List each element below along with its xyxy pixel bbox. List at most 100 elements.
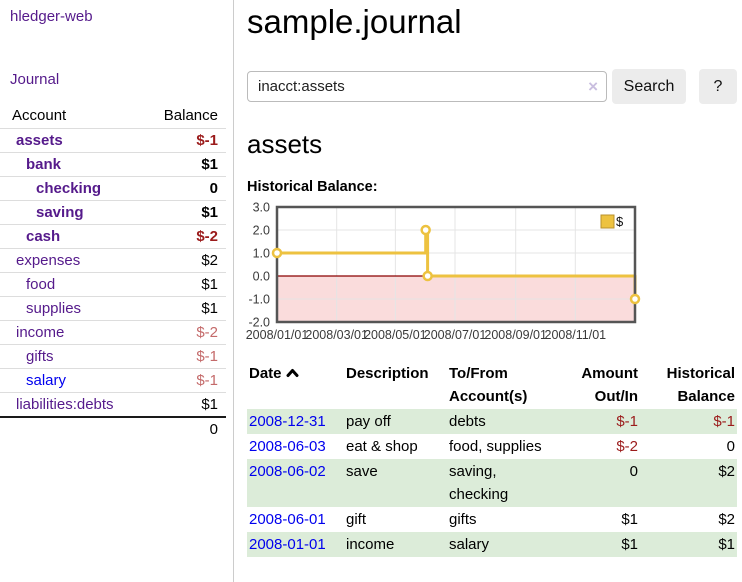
account-link-bank[interactable]: bank [26,156,62,173]
column-header-description: Description [346,365,429,382]
sort-by-date-link[interactable]: Date [249,365,299,382]
account-balance: $-2 [196,228,218,245]
accounts-table: Account Balance assets $-1 bank $1 check… [0,104,226,440]
account-row-bank: bank $1 [0,152,226,176]
account-link-food[interactable]: food [26,276,56,293]
svg-text:2008/05/01: 2008/05/01 [364,328,427,342]
sidebar: hledger-web Journal Account Balance asse… [0,0,234,582]
transaction-row: 2008-06-02 save saving, checking 0 $2 [247,459,737,507]
account-link-saving[interactable]: saving [36,204,84,221]
transaction-description: income [346,536,395,553]
account-row-expenses: expenses $2 [0,248,226,272]
transaction-amount: $1 [621,536,638,553]
transaction-balance: $-1 [713,413,735,430]
transaction-row: 2008-01-01 income salary $1 $1 [247,532,737,557]
page-title: sample.journal [247,3,462,40]
account-link-expenses[interactable]: expenses [16,252,81,269]
account-balance: $1 [201,156,218,173]
svg-text:2008/07/01: 2008/07/01 [424,328,487,342]
transaction-accounts: debts [449,413,486,430]
account-row-cash: cash $-2 [0,224,226,248]
svg-text:2008/03/01: 2008/03/01 [305,328,368,342]
clear-search-icon[interactable]: × [588,77,598,96]
account-link-checking[interactable]: checking [36,180,102,197]
transaction-row: 2008-06-01 gift gifts $1 $2 [247,507,737,532]
balance-column-header: Balance [163,107,218,124]
svg-text:0.0: 0.0 [253,270,270,284]
svg-text:2008/09/01: 2008/09/01 [484,328,547,342]
account-row-liabilities-debts: liabilities:debts $1 [0,392,226,416]
svg-text:3.0: 3.0 [253,201,270,215]
transaction-balance: 0 [726,438,735,455]
help-button[interactable]: ? [699,69,737,104]
transaction-date-link[interactable]: 2008-06-03 [249,438,326,455]
account-row-saving: saving $1 [0,200,226,224]
accounts-total-row: 0 [0,416,226,440]
svg-text:2.0: 2.0 [253,224,270,238]
account-balance: $1 [201,396,218,413]
account-balance: $-1 [196,348,218,365]
transaction-description: save [346,463,378,480]
transaction-date-link[interactable]: 2008-12-31 [249,413,326,430]
search-box: × [247,71,607,102]
account-balance: $2 [201,252,218,269]
svg-text:1.0: 1.0 [253,247,270,261]
transaction-row: 2008-12-31 pay off debts $-1 $-1 [247,409,737,434]
transaction-date-link[interactable]: 2008-06-01 [249,511,326,528]
account-row-gifts: gifts $-1 [0,344,226,368]
account-balance: $1 [201,204,218,221]
transaction-balance: $1 [718,536,735,553]
search-input[interactable] [247,71,607,102]
transaction-date-link[interactable]: 2008-06-02 [249,463,326,480]
svg-text:$: $ [616,214,624,229]
search-button[interactable]: Search [612,69,686,104]
account-link-income[interactable]: income [16,324,65,341]
register-header-row: Date Description To/From Account(s) Amou… [247,361,737,409]
account-link-salary[interactable]: salary [26,372,67,389]
transaction-amount: 0 [629,463,638,480]
account-balance: $-2 [196,324,218,341]
accounts-total-value: 0 [209,421,218,438]
account-column-header: Account [12,107,67,124]
app-title-link[interactable]: hledger-web [10,8,93,25]
account-balance: $-1 [196,132,218,149]
transaction-amount: $-1 [616,413,638,430]
transaction-accounts: saving, checking [449,463,509,503]
account-link-gifts[interactable]: gifts [26,348,54,365]
account-link-cash[interactable]: cash [26,228,61,245]
transaction-row: 2008-06-03 eat & shop food, supplies $-2… [247,434,737,459]
account-balance: $-1 [196,372,218,389]
main-content: sample.journal × Search ? assets Histori… [246,0,737,557]
svg-text:2008/01/01: 2008/01/01 [246,328,309,342]
account-row-assets: assets $-1 [0,128,226,152]
search-form: × Search ? [247,69,737,104]
column-header-balance: Historical Balance [666,365,735,405]
account-link-liabilities-debts[interactable]: liabilities:debts [16,396,114,413]
accounts-table-header: Account Balance [0,104,226,128]
column-header-date: Date [247,361,344,409]
account-row-food: food $1 [0,272,226,296]
transaction-description: eat & shop [346,438,418,455]
sort-ascending-icon [286,369,299,377]
column-header-amount: Amount Out/In [581,365,638,405]
sidebar-item-journal[interactable]: Journal [10,71,60,88]
column-header-accounts: To/From Account(s) [449,365,528,405]
account-row-supplies: supplies $1 [0,296,226,320]
historical-balance-chart[interactable]: 3.0 2.0 1.0 0.0 -1.0 -2.02008/01/012008/03/01… [243,201,693,349]
svg-text:-1.0: -1.0 [248,293,270,307]
account-row-salary: salary $-1 [0,368,226,392]
account-link-supplies[interactable]: supplies [26,300,82,317]
transaction-date-link[interactable]: 2008-01-01 [249,536,326,553]
account-link-assets[interactable]: assets [16,132,63,149]
transaction-accounts: food, supplies [449,438,542,455]
transaction-amount: $1 [621,511,638,528]
transaction-accounts: gifts [449,511,477,528]
account-row-income: income $-2 [0,320,226,344]
chart-title: Historical Balance: [247,179,378,195]
account-heading: assets [247,129,323,159]
transaction-description: gift [346,511,367,528]
transaction-balance: $2 [718,463,735,480]
transaction-accounts: salary [449,536,490,553]
svg-text:2008/11/01: 2008/11/01 [545,328,607,342]
transaction-amount: $-2 [616,438,638,455]
